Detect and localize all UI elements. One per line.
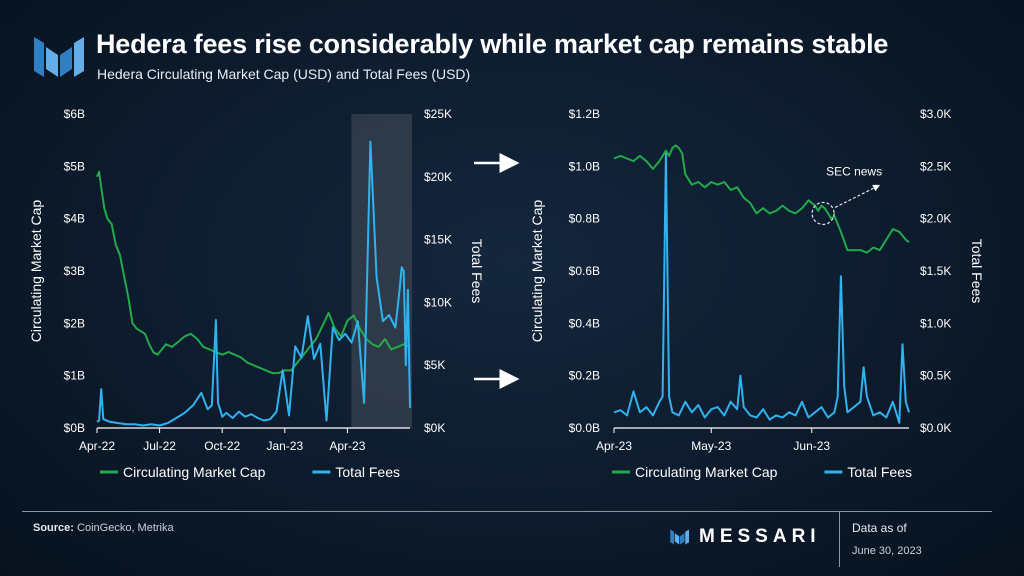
right-axis-tick: $20K: [424, 170, 452, 184]
fees-line: [96, 140, 411, 427]
market-cap-line: [613, 144, 910, 254]
left-axis-tick: $1B: [64, 369, 85, 383]
left-axis-label: Circulating Market Cap: [28, 200, 44, 343]
x-axis-tick: Jul-22: [143, 439, 176, 453]
right-axis-tick: $10K: [424, 295, 452, 309]
x-axis-tick: Jan-23: [266, 439, 303, 453]
right-axis-tick: $2.5K: [920, 159, 951, 173]
as-of-date: June 30, 2023: [852, 545, 922, 557]
right-axis-tick: $3.0K: [920, 107, 951, 121]
messari-mark-icon: [670, 529, 689, 545]
right-axis-label: Total Fees: [469, 239, 485, 304]
right-axis-tick: $25K: [424, 107, 452, 121]
right-axis-tick: $1.5K: [920, 264, 951, 278]
left-axis-tick: $1.2B: [569, 107, 600, 121]
legend-label: Circulating Market Cap: [635, 464, 778, 480]
x-axis-tick: Apr-23: [329, 439, 365, 453]
left-axis-tick: $2B: [64, 316, 85, 330]
legend-label: Total Fees: [847, 464, 912, 480]
sec-news-label: SEC news: [826, 164, 882, 178]
market-cap-line: [96, 170, 411, 375]
left-axis-tick: $0.8B: [569, 212, 600, 226]
right-axis-tick: $5K: [424, 358, 445, 372]
right-axis-tick: $0K: [424, 421, 445, 435]
left-axis-tick: $0.4B: [569, 316, 600, 330]
x-axis-tick: Oct-22: [204, 439, 240, 453]
left-axis-tick: $0.2B: [569, 369, 600, 383]
left-axis-tick: $0.0B: [569, 421, 600, 435]
source-note: Source: CoinGecko, Metrika: [33, 522, 174, 534]
sec-news-arrow: [834, 184, 881, 208]
legend-label: Total Fees: [335, 464, 400, 480]
left-axis-tick: $6B: [64, 107, 85, 121]
footer-vertical-divider: [839, 511, 840, 567]
messari-logo-icon: [34, 37, 84, 77]
left-axis-label: Circulating Market Cap: [529, 200, 545, 343]
left-axis-tick: $5B: [64, 159, 85, 173]
fees-line: [613, 152, 910, 424]
right-axis-tick: $15K: [424, 233, 452, 247]
x-axis-tick: May-23: [691, 439, 731, 453]
page-title: Hedera fees rise considerably while mark…: [96, 29, 889, 59]
left-axis-tick: $1.0B: [569, 159, 600, 173]
brand-wordmark: MESSARI: [699, 526, 821, 547]
left-axis-tick: $3B: [64, 264, 85, 278]
right-axis-tick: $0.0K: [920, 421, 951, 435]
left-chart: $0B $1B $2B $3B $4B $5B $6B $0K $5K $10K $15K $20K $…: [28, 107, 485, 480]
right-axis-label: Total Fees: [969, 239, 985, 304]
left-axis-tick: $0.6B: [569, 264, 600, 278]
brand: MESSARI: [669, 526, 821, 548]
x-axis-tick: Apr-23: [596, 439, 632, 453]
footer-divider: [22, 511, 992, 512]
right-axis-tick: $1.0K: [920, 316, 951, 330]
left-axis-tick: $4B: [64, 212, 85, 226]
right-axis-tick: $2.0K: [920, 212, 951, 226]
left-axis-tick: $0B: [64, 421, 85, 435]
sec-news-circle: [811, 201, 835, 226]
page-subtitle: Hedera Circulating Market Cap (USD) and …: [97, 66, 471, 82]
right-chart: $0.0B $0.2B $0.4B $0.6B $0.8B $1.0B $1.2B $0.0K…: [529, 107, 985, 480]
x-axis-tick: Jun-23: [793, 439, 830, 453]
x-axis-tick: Apr-22: [79, 439, 115, 453]
legend-label: Circulating Market Cap: [123, 464, 266, 480]
as-of-label: Data as of: [852, 521, 907, 535]
right-axis-tick: $0.5K: [920, 369, 951, 383]
